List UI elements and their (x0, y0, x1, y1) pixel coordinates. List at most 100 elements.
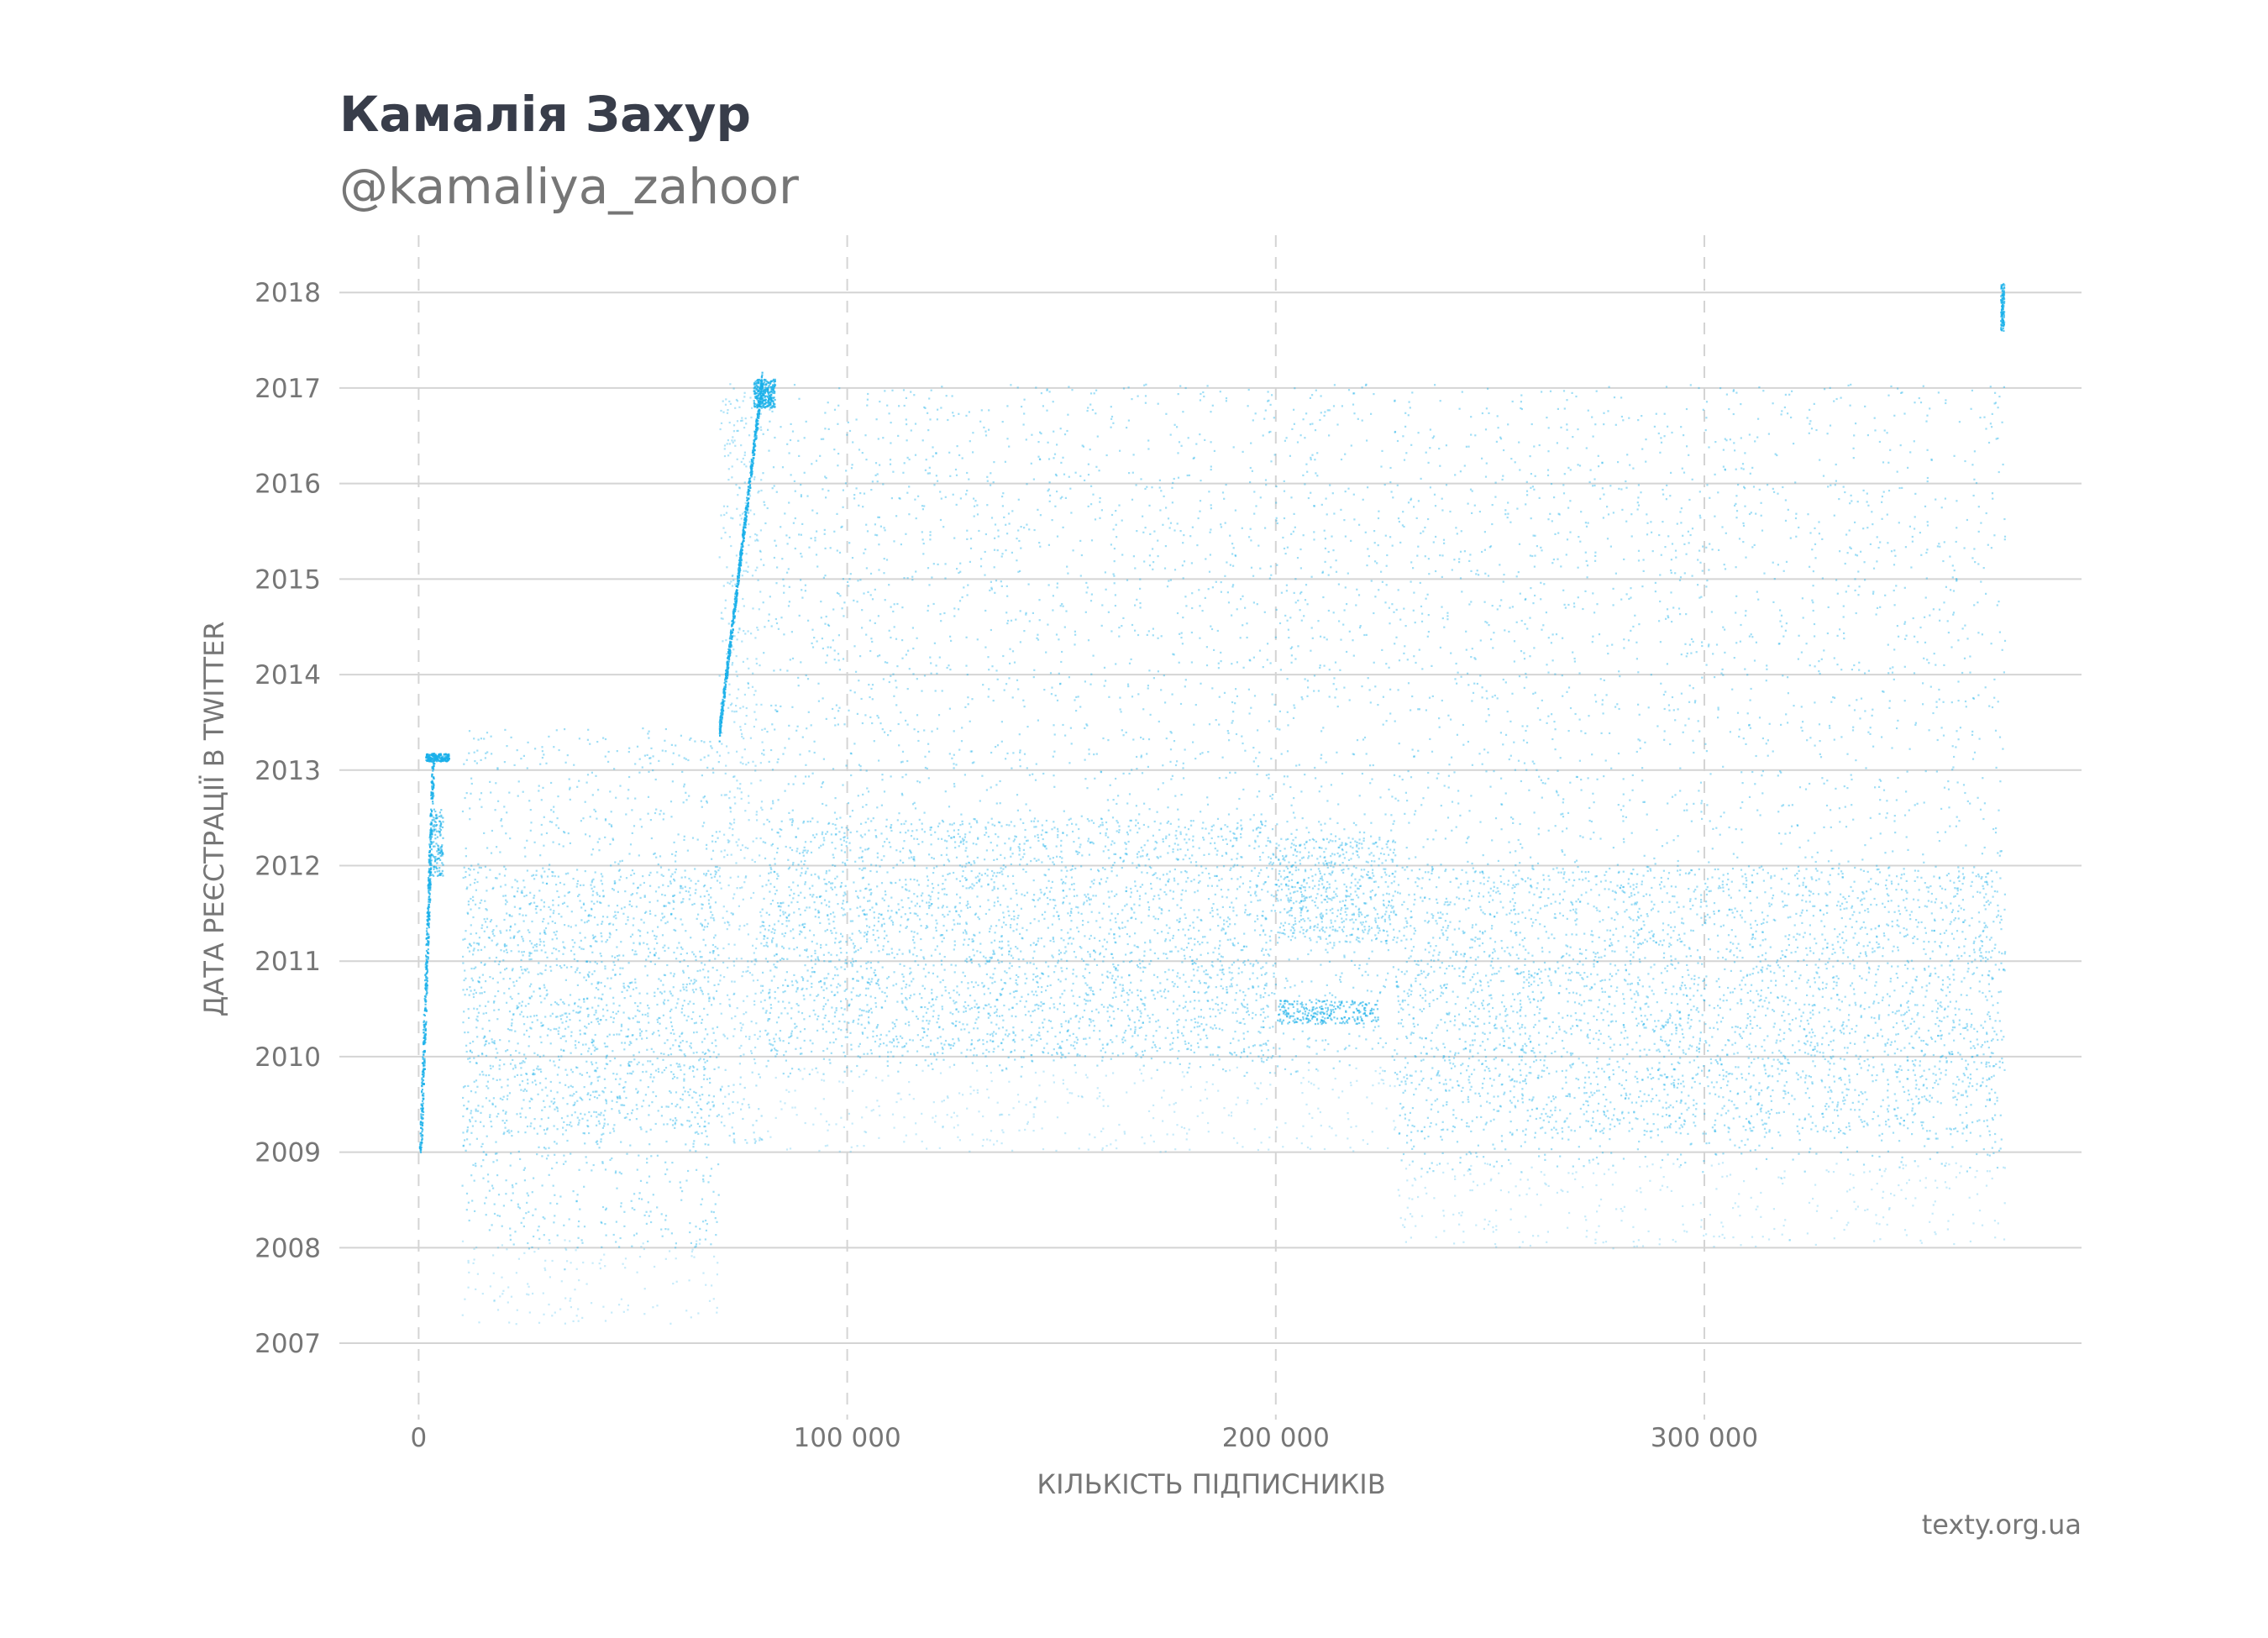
scatter-point (743, 1013, 745, 1016)
scatter-point (727, 655, 730, 658)
scatter-point (425, 978, 428, 980)
scatter-point (755, 1022, 758, 1025)
scatter-point (748, 498, 750, 501)
scatter-point (432, 855, 434, 858)
scatter-point (629, 1144, 632, 1147)
scatter-point (626, 990, 628, 992)
scatter-point (530, 995, 533, 998)
scatter-point (541, 750, 543, 753)
scatter-point (436, 874, 439, 877)
scatter-point (419, 1151, 423, 1153)
scatter-point (615, 1221, 617, 1223)
scatter-point (473, 738, 475, 740)
scatter-point (1001, 553, 1004, 555)
scatter-point (488, 937, 491, 939)
scatter-point (722, 714, 724, 717)
scatter-point (693, 1066, 696, 1068)
scatter-point (675, 744, 677, 747)
scatter-point (589, 961, 591, 963)
scatter-point (629, 995, 632, 997)
scatter-point (724, 1095, 727, 1098)
scatter-point (737, 568, 739, 570)
scatter-point (548, 906, 550, 908)
scatter-point (741, 417, 743, 419)
scatter-point (572, 1320, 575, 1322)
scatter-point (492, 886, 495, 889)
scatter-point (1131, 623, 1134, 627)
scatter-point (714, 958, 717, 960)
scatter-point (716, 751, 718, 753)
scatter-point (696, 1101, 698, 1104)
scatter-point (965, 932, 968, 935)
scatter-point (584, 1032, 586, 1035)
scatter-point (838, 941, 841, 943)
scatter-point (719, 974, 722, 977)
scatter-point (428, 933, 430, 936)
scatter-point (539, 1125, 542, 1127)
scatter-point (770, 807, 773, 810)
scatter-point (627, 1309, 629, 1311)
scatter-point (519, 1158, 522, 1160)
scatter-point (649, 960, 652, 963)
scatter-point (699, 1108, 702, 1110)
scatter-point (469, 1143, 471, 1146)
scatter-point (430, 797, 433, 800)
scatter-point (755, 423, 758, 426)
scatter-point (541, 1089, 543, 1091)
scatter-point (737, 585, 739, 588)
scatter-point (588, 1075, 591, 1078)
scatter-point (485, 1054, 488, 1057)
scatter-point (595, 1110, 597, 1114)
scatter-point (562, 1001, 564, 1004)
scatter-point (667, 1228, 669, 1231)
scatter-point (646, 1162, 648, 1164)
scatter-point (900, 761, 902, 764)
scatter-point (726, 853, 729, 856)
scatter-point (498, 960, 501, 963)
scatter-point (559, 881, 562, 885)
scatter-point (548, 1303, 550, 1306)
scatter-point (613, 1057, 617, 1060)
scatter-point (720, 724, 722, 727)
scatter-point (551, 938, 554, 941)
scatter-point (439, 833, 442, 836)
scatter-point (620, 1202, 622, 1205)
scatter-point (526, 1125, 529, 1128)
scatter-point (941, 906, 943, 909)
scatter-point (733, 635, 736, 638)
scatter-point (486, 926, 489, 928)
scatter-point (689, 1222, 691, 1225)
scatter-point (574, 942, 576, 944)
scatter-point (707, 976, 710, 979)
scatter-point (728, 827, 731, 829)
scatter-point (1130, 891, 1132, 894)
scatter-point (755, 437, 758, 439)
scatter-point (540, 1041, 543, 1044)
scatter-point (789, 818, 791, 821)
scatter-point (723, 688, 726, 690)
scatter-point (604, 1110, 606, 1112)
scatter-point (622, 982, 625, 984)
scatter-point (431, 788, 433, 790)
scatter-point (755, 813, 758, 816)
scatter-point (716, 969, 718, 972)
scatter-point (666, 921, 669, 923)
scatter-point (633, 825, 636, 827)
scatter-point (516, 880, 518, 883)
scatter-point (680, 1186, 682, 1189)
scatter-point (503, 761, 506, 764)
scatter-point (555, 1162, 558, 1164)
scatter-point (521, 891, 523, 895)
scatter-point (742, 898, 744, 900)
scatter-point (502, 895, 505, 897)
scatter-point (731, 645, 733, 648)
scatter-point (564, 761, 567, 764)
scatter-point (593, 937, 596, 939)
scatter-point (557, 1055, 560, 1058)
scatter-point (973, 985, 975, 989)
scatter-point (476, 880, 479, 884)
scatter-point (495, 1141, 497, 1143)
scatter-point (754, 769, 757, 772)
scatter-point (869, 1049, 872, 1052)
scatter-point (545, 995, 548, 997)
